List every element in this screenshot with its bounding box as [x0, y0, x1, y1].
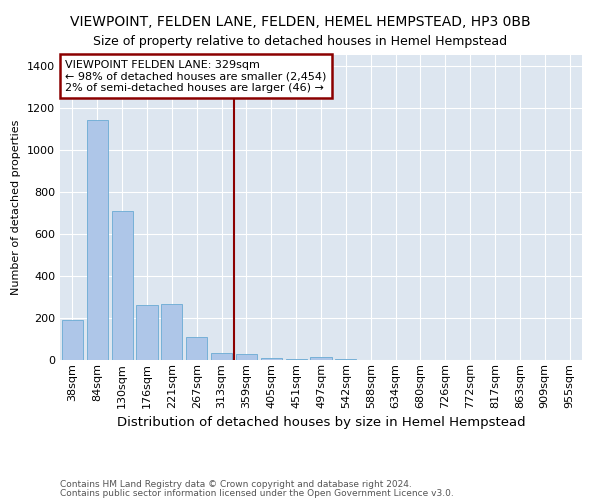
Bar [186, 337, 207, 360]
Y-axis label: Number of detached properties: Number of detached properties [11, 120, 22, 295]
Bar [236, 354, 257, 360]
Bar [62, 320, 83, 360]
Text: VIEWPOINT, FELDEN LANE, FELDEN, HEMEL HEMPSTEAD, HP3 0BB: VIEWPOINT, FELDEN LANE, FELDEN, HEMEL HE… [70, 15, 530, 29]
Bar [112, 210, 133, 360]
Bar [211, 352, 232, 360]
Text: Contains public sector information licensed under the Open Government Licence v3: Contains public sector information licen… [60, 488, 454, 498]
Bar [286, 359, 307, 360]
Bar [136, 306, 158, 360]
Text: Contains HM Land Registry data © Crown copyright and database right 2024.: Contains HM Land Registry data © Crown c… [60, 480, 412, 489]
Text: VIEWPOINT FELDEN LANE: 329sqm
← 98% of detached houses are smaller (2,454)
2% of: VIEWPOINT FELDEN LANE: 329sqm ← 98% of d… [65, 60, 326, 93]
Bar [261, 358, 282, 360]
X-axis label: Distribution of detached houses by size in Hemel Hempstead: Distribution of detached houses by size … [116, 416, 526, 429]
Bar [87, 120, 108, 360]
Bar [310, 357, 332, 360]
Text: Size of property relative to detached houses in Hemel Hempstead: Size of property relative to detached ho… [93, 35, 507, 48]
Bar [335, 359, 356, 360]
Bar [161, 304, 182, 360]
